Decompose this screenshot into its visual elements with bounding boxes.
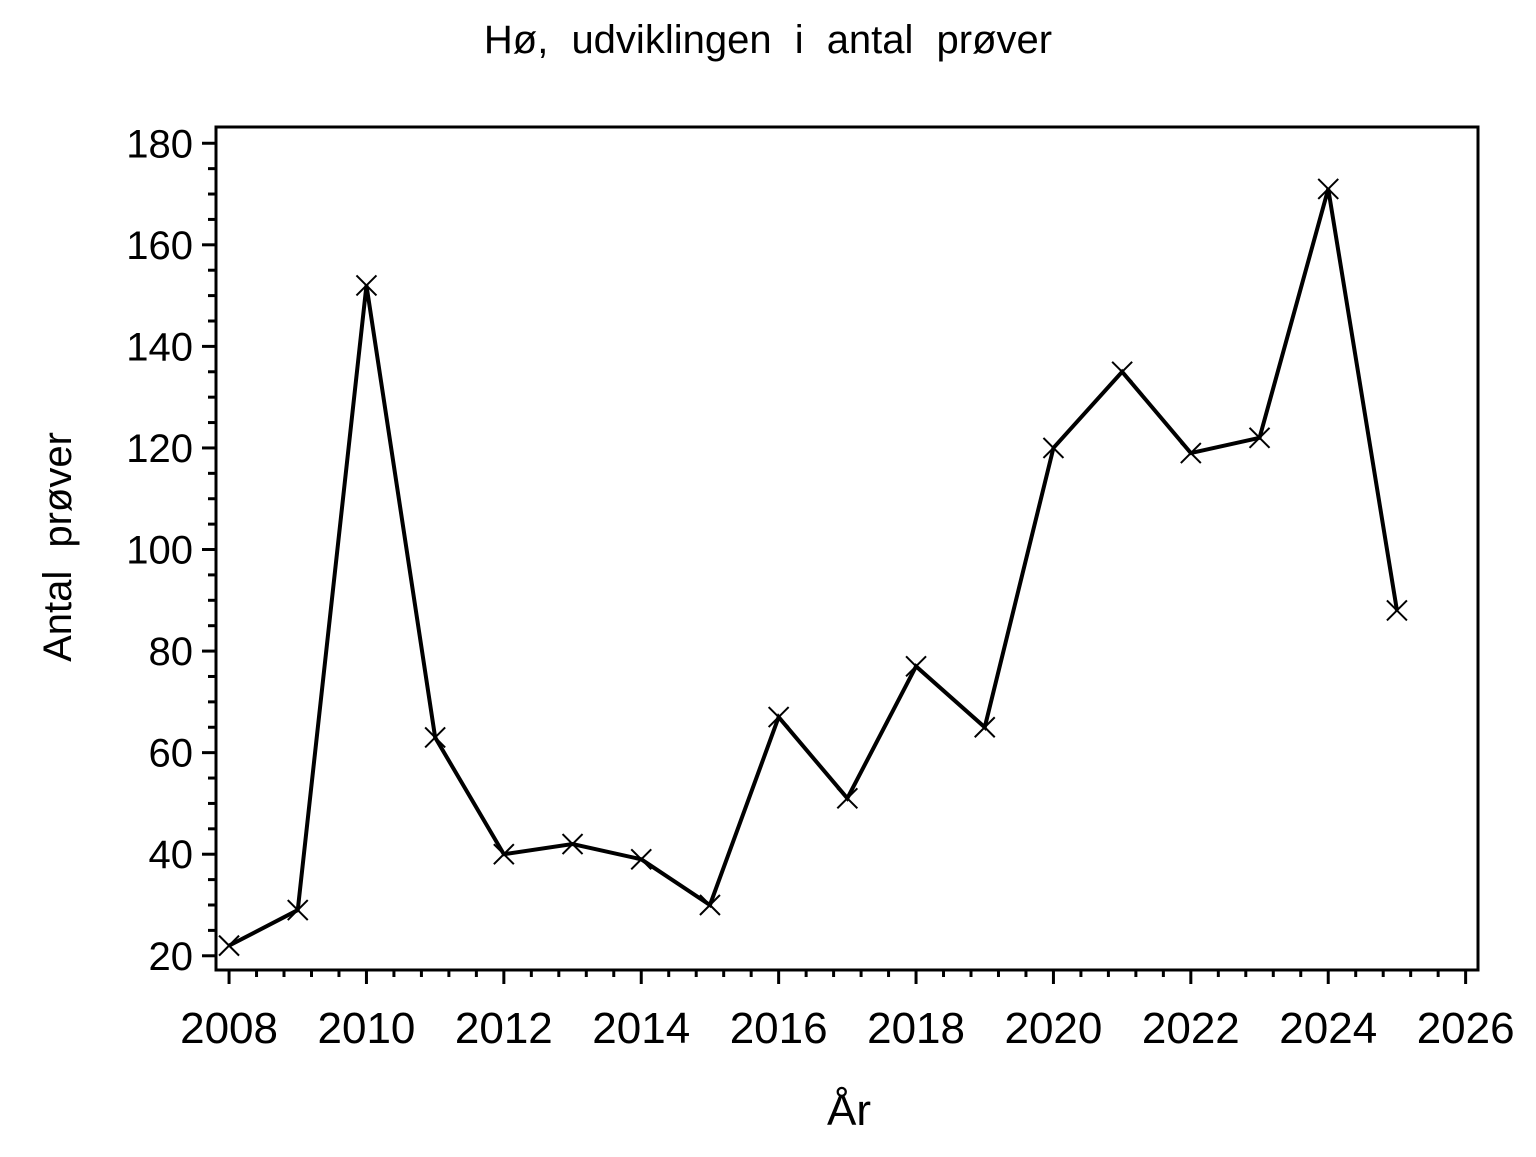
- data-point-marker: [287, 899, 309, 921]
- data-point-marker: [905, 655, 927, 678]
- x-tick-label: 2008: [180, 1004, 278, 1053]
- data-point-marker: [767, 706, 790, 728]
- marker-stroke: [1042, 437, 1065, 459]
- data-point-marker: [561, 833, 584, 855]
- marker-stroke: [974, 716, 996, 738]
- marker-stroke: [424, 726, 446, 749]
- data-point-marker: [1317, 178, 1339, 200]
- marker-stroke: [1248, 427, 1271, 449]
- marker-stroke: [1111, 361, 1133, 383]
- marker-stroke: [1180, 442, 1202, 464]
- data-point-marker: [493, 843, 515, 865]
- x-axis-title: År: [827, 1086, 871, 1135]
- marker-stroke: [493, 843, 515, 865]
- y-tick-label: 160: [126, 224, 193, 268]
- y-tick-label: 80: [149, 630, 194, 674]
- series-line: [228, 188, 1399, 948]
- chart-title: Hø, udviklingen i antal prøver: [484, 18, 1052, 62]
- data-series: [218, 178, 1408, 957]
- y-tick-label: 120: [126, 427, 193, 471]
- data-point-marker: [1180, 442, 1202, 464]
- marker-stroke: [1317, 178, 1339, 200]
- x-tick-label: 2026: [1417, 1004, 1515, 1053]
- data-point-marker: [630, 848, 652, 870]
- x-tick-label: 2016: [730, 1004, 828, 1053]
- y-tick-label: 40: [149, 833, 194, 877]
- marker-stroke: [699, 894, 721, 916]
- x-tick-label: 2020: [1004, 1004, 1102, 1053]
- x-tick-label: 2022: [1142, 1004, 1240, 1053]
- marker-stroke: [355, 274, 378, 297]
- y-tick-label: 100: [126, 529, 193, 573]
- marker-stroke: [287, 899, 309, 921]
- data-point-marker: [699, 894, 721, 916]
- marker-stroke: [630, 848, 652, 870]
- marker-stroke: [767, 706, 790, 728]
- x-tick-label: 2018: [867, 1004, 965, 1053]
- y-axis-title: Antal prøver: [36, 432, 80, 662]
- marker-stroke: [905, 655, 927, 678]
- y-tick-label: 60: [149, 732, 194, 776]
- axis-tick-labels: 2008 2010 2012 2014 2016 2018 2020 2022 2024 2026…: [126, 122, 1514, 1053]
- data-point-marker: [1248, 427, 1271, 449]
- x-tick-label: 2024: [1279, 1004, 1377, 1053]
- y-tick-label: 20: [149, 935, 194, 979]
- data-point-marker: [355, 274, 378, 297]
- y-tick-label: 140: [126, 325, 193, 369]
- data-point-marker: [1042, 437, 1065, 459]
- data-point-marker: [1386, 599, 1408, 622]
- data-point-marker: [218, 934, 240, 957]
- x-tick-label: 2010: [318, 1004, 416, 1053]
- x-tick-label: 2012: [455, 1004, 553, 1053]
- marker-stroke: [1386, 599, 1408, 622]
- x-tick-label: 2014: [592, 1004, 690, 1053]
- data-point-marker: [424, 726, 446, 749]
- data-point-marker: [974, 716, 996, 738]
- marker-stroke: [218, 934, 240, 957]
- data-point-marker: [836, 787, 859, 810]
- marker-stroke: [836, 787, 859, 810]
- data-point-marker: [1111, 361, 1133, 383]
- axis-ticks: [202, 141, 1468, 984]
- marker-stroke: [561, 833, 584, 855]
- y-tick-label: 180: [126, 122, 193, 166]
